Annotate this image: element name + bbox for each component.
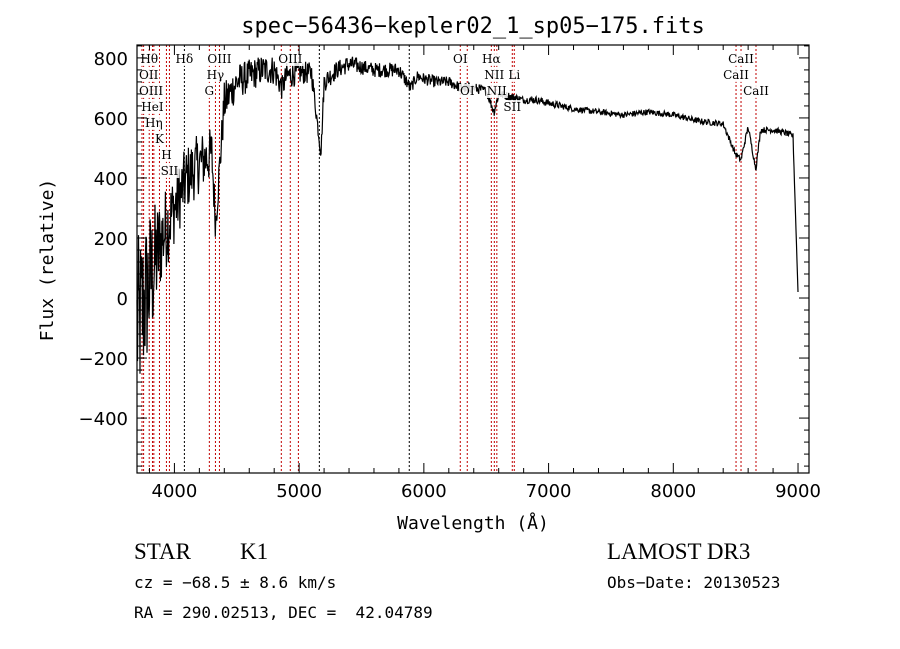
obs-date: Obs−Date: 20130523: [607, 573, 781, 592]
spectral-line-label-backing: [485, 84, 508, 98]
spectral-line-label-backing: [138, 68, 160, 82]
spectral-line-label: CaII: [723, 68, 749, 82]
spectral-line-label: Hα: [482, 52, 501, 66]
spectral-line-label: NII: [484, 68, 504, 82]
spectral-line-label-backing: [277, 52, 304, 66]
spectral-line-label-backing: [205, 68, 226, 82]
coordinates: RA = 290.02513, DEC = 42.04789: [134, 603, 433, 622]
spectral-line-label: Hδ: [176, 52, 194, 66]
y-tick-label: 0: [117, 289, 128, 310]
x-axis-label: Wavelength (Å): [397, 512, 549, 534]
spectral-line-label-backing: [159, 164, 180, 178]
y-tick-label: 800: [94, 49, 128, 70]
spectral-line-label-backing: [722, 68, 750, 82]
y-tick-label: 200: [94, 229, 128, 250]
spectral-line-label-backing: [140, 100, 165, 114]
spectral-line-label-backing: [138, 84, 165, 98]
spectral-line-label: OI: [460, 84, 475, 98]
spectral-line-label-backing: [502, 100, 523, 114]
x-tick-label: 5000: [276, 481, 322, 502]
spectral-line-label-backing: [139, 52, 160, 66]
spectral-line-label-backing: [144, 116, 164, 130]
survey-name: LAMOST DR3: [607, 539, 751, 564]
y-tick-label: 400: [94, 169, 128, 190]
spectral-line-label-backing: [160, 148, 173, 162]
spectral-line-label-backing: [727, 52, 755, 66]
y-tick-label: 600: [94, 109, 128, 130]
y-tick-label: −400: [79, 409, 128, 430]
spectral-line-label: NII: [487, 84, 507, 98]
spectral-line-label-backing: [742, 84, 770, 98]
spectral-line-label-backing: [481, 52, 502, 66]
spectral-line-label: CaII: [743, 84, 769, 98]
plot-frame: [136, 44, 810, 474]
spectral-line-label: K: [155, 132, 165, 146]
spectral-line-label: Hθ: [140, 52, 158, 66]
x-tick-label: 8000: [650, 481, 696, 502]
spectral-line-label: CaII: [728, 52, 754, 66]
spectral-line-label: OII: [139, 68, 159, 82]
object-class: STAR: [134, 539, 191, 564]
spectral-line-label-backing: [174, 52, 195, 66]
spectral-line-label: OI: [453, 52, 468, 66]
spectral-line-label: Li: [508, 68, 520, 82]
spectral-line-label-backing: [206, 52, 233, 66]
spectral-line-label: HeI: [141, 100, 164, 114]
x-tick-label: 7000: [526, 481, 572, 502]
y-tick-label: −200: [79, 349, 128, 370]
spectral-line-label-backing: [507, 68, 522, 82]
x-tick-label: 6000: [401, 481, 447, 502]
spectral-line-label: OIII: [278, 52, 302, 66]
spectral-line-label: Hη: [145, 116, 163, 130]
spectral-line-label: OIII: [207, 52, 231, 66]
spectral-line-label: Hγ: [207, 68, 225, 82]
spectral-line-label: OIII: [139, 84, 163, 98]
object-subclass: K1: [240, 539, 269, 564]
spectral-line-label-backing: [203, 84, 216, 98]
spectral-line-label-backing: [452, 52, 469, 66]
spectral-line-label: SII: [161, 164, 179, 178]
y-axis-label: Flux (relative): [37, 179, 58, 342]
spectral-line-label: SII: [503, 100, 521, 114]
spectral-line-label: G: [205, 84, 215, 98]
spectral-line-label-backing: [483, 68, 506, 82]
spectral-line-label-backing: [154, 132, 165, 146]
spectral-line-label-backing: [459, 84, 476, 98]
x-tick-label: 9000: [775, 481, 821, 502]
x-tick-label: 4000: [152, 481, 198, 502]
chart-title: spec−56436−kepler02_1_sp05−175.fits: [241, 14, 705, 39]
redshift-cz: cz = −68.5 ± 8.6 km/s: [134, 573, 337, 592]
spectral-line-label: H: [161, 148, 171, 162]
